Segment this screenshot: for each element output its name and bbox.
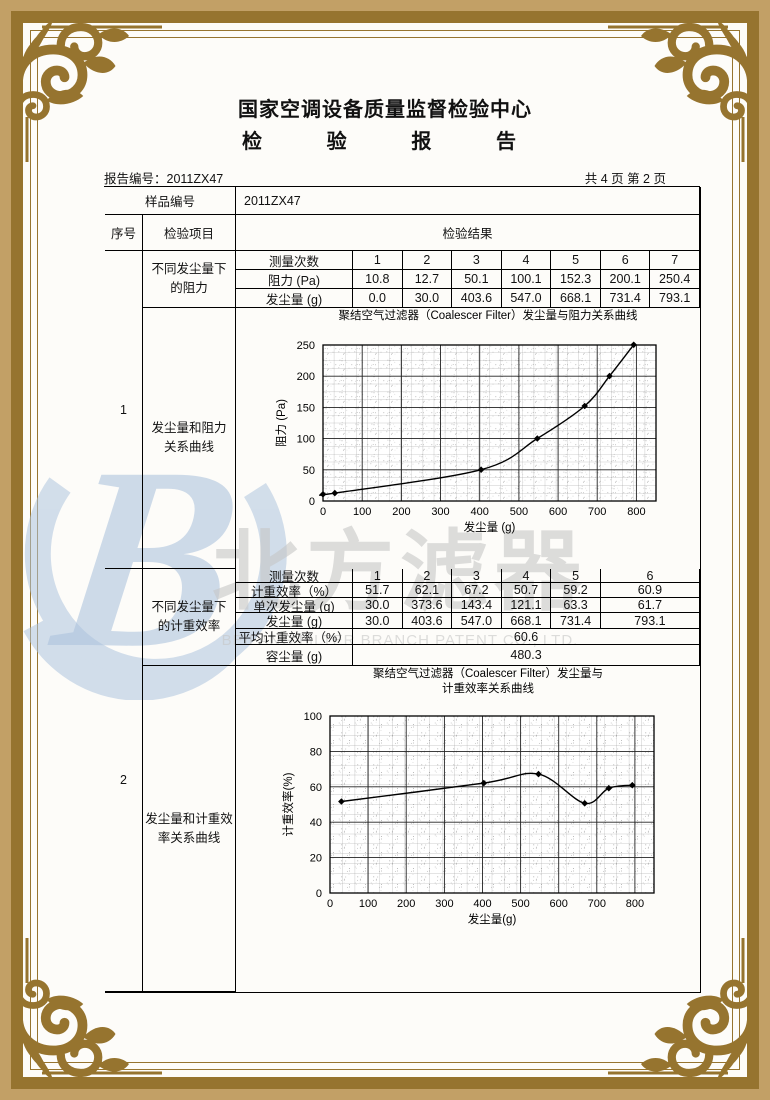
- svg-text:400: 400: [473, 898, 491, 910]
- svg-text:0: 0: [316, 888, 322, 900]
- svg-text:300: 300: [431, 506, 449, 518]
- svg-text:聚结空气过滤器（Coalescer Filter）发尘量与阻: 聚结空气过滤器（Coalescer Filter）发尘量与阻力关系曲线: [338, 308, 638, 322]
- svg-text:发尘量 (g): 发尘量 (g): [464, 520, 516, 534]
- svg-text:600: 600: [549, 506, 567, 518]
- svg-text:200: 200: [397, 898, 415, 910]
- svg-text:100: 100: [359, 898, 377, 910]
- svg-text:800: 800: [627, 506, 645, 518]
- svg-text:100: 100: [297, 434, 315, 446]
- svg-text:计重效率(%): 计重效率(%): [281, 772, 295, 836]
- svg-text:150: 150: [297, 402, 315, 414]
- svg-text:700: 700: [588, 898, 606, 910]
- svg-text:60: 60: [310, 782, 322, 794]
- svg-text:500: 500: [510, 506, 528, 518]
- svg-text:200: 200: [297, 371, 315, 383]
- svg-text:0: 0: [327, 898, 333, 910]
- svg-text:阻力 (Pa): 阻力 (Pa): [275, 399, 288, 447]
- svg-text:250: 250: [297, 340, 315, 352]
- svg-text:100: 100: [353, 506, 371, 518]
- svg-text:0: 0: [309, 496, 315, 508]
- svg-text:20: 20: [310, 853, 322, 865]
- svg-text:700: 700: [588, 506, 606, 518]
- svg-text:100: 100: [304, 711, 322, 723]
- svg-text:50: 50: [303, 465, 315, 477]
- svg-text:聚结空气过滤器（Coalescer Filter）发尘量与: 聚结空气过滤器（Coalescer Filter）发尘量与: [373, 666, 603, 680]
- svg-text:300: 300: [435, 898, 453, 910]
- svg-text:800: 800: [626, 898, 644, 910]
- svg-text:400: 400: [471, 506, 489, 518]
- svg-text:发尘量(g): 发尘量(g): [468, 912, 517, 926]
- svg-text:80: 80: [310, 746, 322, 758]
- svg-text:600: 600: [550, 898, 568, 910]
- svg-text:500: 500: [511, 898, 529, 910]
- svg-text:计重效率关系曲线: 计重效率关系曲线: [442, 681, 534, 695]
- svg-text:40: 40: [310, 817, 322, 829]
- svg-text:0: 0: [320, 506, 326, 518]
- svg-text:200: 200: [392, 506, 410, 518]
